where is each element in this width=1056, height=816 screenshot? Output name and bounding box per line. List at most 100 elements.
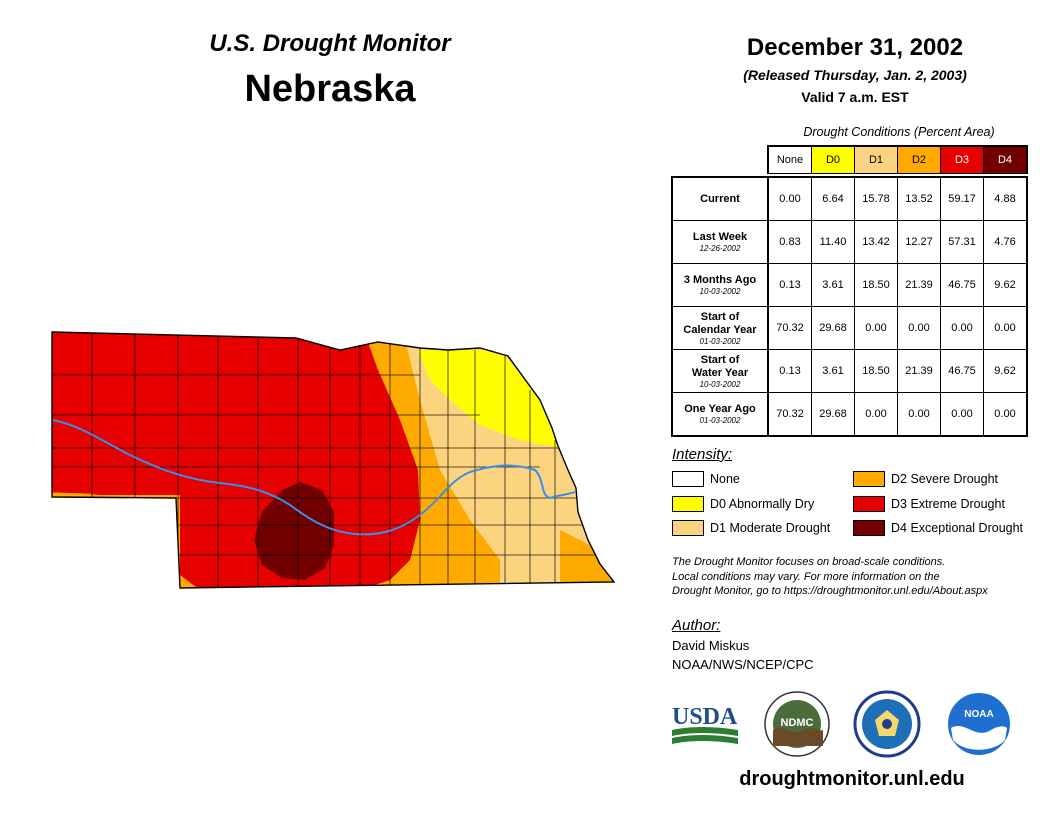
table-cell: 59.17 — [940, 176, 984, 221]
table-cell: 70.32 — [767, 306, 812, 350]
legend-item-d3: D3 Extreme Drought — [853, 496, 1005, 512]
table-cell: 0.83 — [767, 220, 812, 264]
legend-item-d1: D1 Moderate Drought — [672, 520, 830, 536]
table-cell: 0.00 — [767, 176, 812, 221]
row-label-text: Current — [700, 192, 740, 205]
col-header-none: None — [767, 145, 812, 174]
d3-region — [52, 332, 420, 588]
table-cell: 21.39 — [897, 263, 941, 307]
table-cell: 70.32 — [767, 392, 812, 437]
usda-logo-text: USDA — [672, 704, 738, 730]
ndmc-logo-text: NDMC — [781, 717, 814, 729]
table-row: Current 0.00 6.64 15.78 13.52 59.17 4.88 — [671, 176, 1028, 221]
col-header-d0: D0 — [811, 145, 855, 174]
release-date: (Released Thursday, Jan. 2, 2003) — [743, 67, 967, 83]
table-row: 3 Months Ago 10-03-2002 0.13 3.61 18.50 21.39… — [671, 263, 1028, 307]
website-url[interactable]: droughtmonitor.unl.edu — [739, 768, 965, 790]
legend-swatch-d2 — [853, 471, 885, 487]
legend-label-d3: D3 Extreme Drought — [891, 497, 1005, 511]
table-cell: 15.78 — [854, 176, 898, 221]
table-cell: 0.00 — [983, 306, 1028, 350]
author-title: Author: — [672, 617, 721, 634]
state-outline — [51, 331, 616, 589]
row-label: One Year Ago 01-03-2002 — [671, 392, 769, 437]
noaa-logo-text: NOAA — [964, 709, 993, 720]
table-cell: 0.00 — [854, 306, 898, 350]
table-cell: 21.39 — [897, 349, 941, 393]
row-label: Start of Water Year 10-03-2002 — [671, 349, 769, 393]
department-of-commerce-logo — [853, 690, 921, 758]
table-cell: 4.76 — [983, 220, 1028, 264]
table-cell: 0.00 — [854, 392, 898, 437]
state-title: Nebraska — [244, 68, 416, 110]
table-cell: 0.00 — [940, 392, 984, 437]
table-cell: 3.61 — [811, 263, 855, 307]
table-cell: 0.00 — [897, 392, 941, 437]
table-row: Start of Calendar Year 01-03-2002 70.32 29.6… — [671, 306, 1028, 350]
table-cell: 3.61 — [811, 349, 855, 393]
table-row: One Year Ago 01-03-2002 70.32 29.68 0.00 0.00… — [671, 392, 1028, 437]
col-header-d4: D4 — [983, 145, 1028, 174]
col-header-d2: D2 — [897, 145, 941, 174]
table-cell: 9.62 — [983, 263, 1028, 307]
ndmc-logo: NDMC — [764, 691, 830, 757]
row-label: Current — [671, 176, 769, 221]
table-row: Start of Water Year 10-03-2002 0.13 3.61 18.5… — [671, 349, 1028, 393]
legend-item-none: None — [672, 471, 740, 487]
row-date: 10-03-2002 — [699, 379, 741, 389]
row-date: 10-03-2002 — [699, 287, 741, 296]
note-line-2: Local conditions may vary. For more info… — [672, 570, 940, 583]
legend-item-d0: D0 Abnormally Dry — [672, 496, 814, 512]
table-row: Last Week 12-26-2002 0.83 11.40 13.42 12.27 57… — [671, 220, 1028, 264]
d2-region-southeast — [560, 530, 614, 588]
table-corner — [672, 146, 768, 174]
nebraska-drought-map — [51, 331, 616, 589]
noaa-logo: NOAA — [946, 691, 1012, 757]
legend-item-d4: D4 Exceptional Drought — [853, 520, 1023, 536]
usda-logo: USDA — [672, 704, 738, 744]
d4-region — [254, 482, 334, 580]
row-date: 01-03-2002 — [699, 336, 741, 346]
map-subtitle: U.S. Drought Monitor — [209, 30, 451, 57]
legend-swatch-d1 — [672, 520, 704, 536]
table-cell: 0.13 — [767, 263, 812, 307]
table-cell: 29.68 — [811, 392, 855, 437]
legend-label-d2: D2 Severe Drought — [891, 472, 999, 486]
table-cell: 11.40 — [811, 220, 855, 264]
table-cell: 6.64 — [811, 176, 855, 221]
table-cell: 0.00 — [940, 306, 984, 350]
table-cell: 9.62 — [983, 349, 1028, 393]
legend-label-d4: D4 Exceptional Drought — [891, 521, 1024, 535]
row-label-text-2: Calendar Year — [683, 323, 757, 336]
author-name: David Miskus — [672, 638, 750, 653]
row-label-text: Last Week — [692, 231, 748, 243]
row-label-text: One Year Ago — [684, 403, 756, 415]
legend-item-d2: D2 Severe Drought — [853, 471, 998, 487]
table-cell: 13.52 — [897, 176, 941, 221]
table-cell: 0.00 — [897, 306, 941, 350]
row-date: 12-26-2002 — [699, 244, 741, 253]
legend-label-d1: D1 Moderate Drought — [710, 521, 831, 535]
legend-swatch-d3 — [853, 496, 885, 512]
drought-conditions-table: None D0 D1 D2 D3 D4 Current 0.00 6.64 15.78… — [671, 145, 1028, 437]
legend-swatch-d4 — [853, 520, 885, 536]
author-org: NOAA/NWS/NCEP/CPC — [672, 657, 814, 672]
map-date: December 31, 2002 — [746, 34, 964, 61]
table-cell: 13.42 — [854, 220, 898, 264]
row-date: 01-03-2002 — [699, 416, 741, 425]
table-header-row: None D0 D1 D2 D3 D4 — [672, 145, 1028, 174]
note-line-3: Drought Monitor, go to https://droughtmo… — [672, 585, 988, 597]
table-cell: 29.68 — [811, 306, 855, 350]
table-cell: 18.50 — [854, 349, 898, 393]
platte-river — [52, 419, 576, 536]
legend-label-none: None — [710, 472, 740, 486]
table-cell: 46.75 — [940, 263, 984, 307]
table-cell: 0.13 — [767, 349, 812, 393]
row-label-text-2: Water Year — [691, 366, 749, 379]
legend-swatch-d0 — [672, 496, 704, 512]
col-header-d1: D1 — [854, 145, 898, 174]
table-cell: 12.27 — [897, 220, 941, 264]
table-cell: 0.00 — [983, 392, 1028, 437]
row-label-text: Start of — [700, 310, 740, 323]
county-boundaries — [52, 332, 600, 588]
